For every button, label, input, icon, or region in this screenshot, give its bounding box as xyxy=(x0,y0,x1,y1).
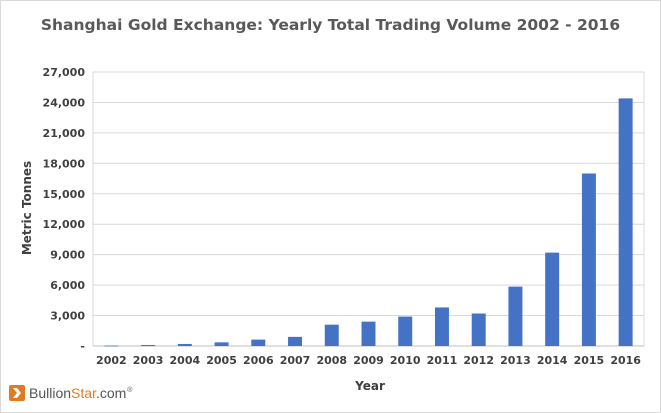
bullionstar-logo: BullionStar.com® xyxy=(8,382,132,404)
y-tick-label: - xyxy=(80,340,85,353)
bar-series xyxy=(104,98,633,347)
bar-2014 xyxy=(545,252,560,346)
y-tick-label: 12,000 xyxy=(43,218,86,231)
x-tick-label: 2008 xyxy=(316,354,347,367)
x-tick-label: 2010 xyxy=(390,354,421,367)
bar-2002 xyxy=(104,345,119,347)
bar-2010 xyxy=(398,316,413,346)
x-tick-label: 2014 xyxy=(537,354,568,367)
x-axis-ticks: 2002 2003 2004 2005 2006 2007 2008 2009 2010 2011… xyxy=(96,354,641,367)
bar-2007 xyxy=(288,336,303,346)
y-tick-label: 15,000 xyxy=(43,188,86,201)
bar-2016 xyxy=(618,98,633,346)
x-tick-label: 2015 xyxy=(574,354,605,367)
x-tick-label: 2006 xyxy=(243,354,274,367)
y-tick-label: 24,000 xyxy=(43,96,86,109)
y-tick-label: 21,000 xyxy=(43,127,86,140)
bar-2009 xyxy=(361,321,376,346)
bar-2011 xyxy=(434,307,449,346)
bar-2006 xyxy=(251,339,266,346)
y-axis-ticks: - 3,000 6,000 9,000 12,000 15,000 18,000 21,000… xyxy=(43,66,86,353)
x-tick-label: 2007 xyxy=(280,354,311,367)
chart-title: Shanghai Gold Exchange: Yearly Total Tra… xyxy=(40,16,621,34)
bar-2012 xyxy=(471,313,486,346)
bullionstar-logo-text: BullionStar.com® xyxy=(29,385,133,401)
bullionstar-logo-icon xyxy=(9,385,25,401)
bar-2003 xyxy=(141,344,156,346)
x-tick-label: 2011 xyxy=(427,354,458,367)
x-tick-label: 2004 xyxy=(170,354,201,367)
x-tick-label: 2003 xyxy=(133,354,164,367)
y-tick-label: 6,000 xyxy=(50,279,85,292)
x-tick-label: 2012 xyxy=(463,354,494,367)
gridlines xyxy=(92,71,645,347)
x-axis-label: Year xyxy=(354,379,385,393)
bar-2013 xyxy=(508,286,523,346)
bar-2005 xyxy=(214,342,229,346)
x-tick-label: 2013 xyxy=(500,354,531,367)
y-tick-label: 9,000 xyxy=(50,249,85,262)
x-tick-label: 2002 xyxy=(96,354,127,367)
y-axis-label: Metric Tonnes xyxy=(20,161,34,255)
x-tick-label: 2016 xyxy=(610,354,641,367)
bar-2008 xyxy=(324,324,339,346)
x-tick-label: 2005 xyxy=(206,354,237,367)
y-tick-label: 18,000 xyxy=(43,157,86,170)
bar-2004 xyxy=(177,343,192,346)
bar-2015 xyxy=(581,173,596,346)
x-tick-label: 2009 xyxy=(353,354,384,367)
y-tick-label: 27,000 xyxy=(43,66,86,79)
y-tick-label: 3,000 xyxy=(50,310,85,323)
